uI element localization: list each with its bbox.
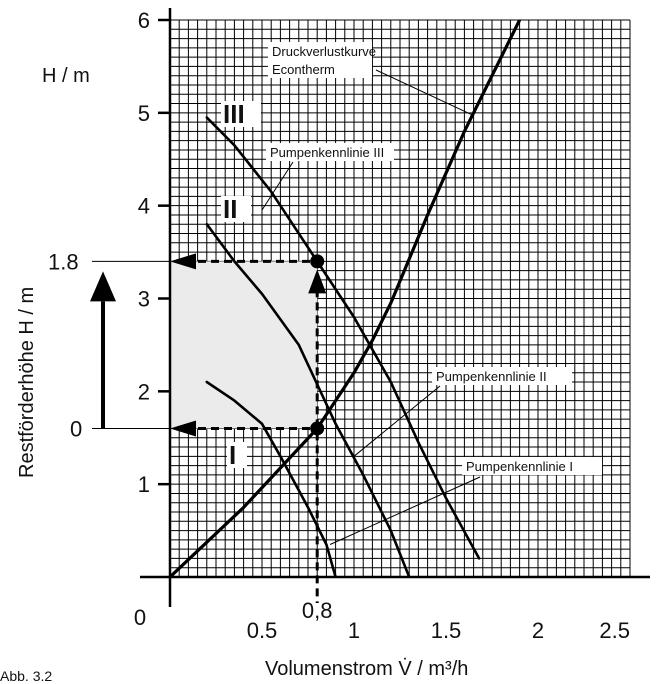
leader-pump-i — [329, 476, 481, 545]
annotation-pump-ii: Pumpenkennlinie II — [436, 369, 547, 384]
operating-point — [310, 421, 325, 436]
operating-point — [310, 254, 325, 269]
leader-pump-ii — [353, 385, 441, 457]
head-gain-arrow-head — [90, 271, 116, 302]
operating-flow-label: 0,8 — [302, 598, 333, 623]
arrow-head-left-lower — [170, 420, 196, 437]
annotation-background — [432, 367, 572, 385]
arrow-head-up — [308, 269, 327, 294]
y-tick-label: 5 — [138, 101, 150, 126]
annotation-background — [266, 143, 394, 161]
pump-curve-i — [205, 380, 337, 577]
curve-annotations: Druckverlustkurve Econtherm Pumpenkennlini… — [221, 42, 602, 545]
annotation-pressure-loss-line2: Econtherm — [272, 62, 335, 77]
annotation-pressure-loss-line1: Druckverlustkurve — [272, 44, 376, 59]
tick-labels: 1 2 3 4 5 6 0 0.5 1 1.5 2 2.5 0,8 — [134, 8, 630, 643]
y-tick-label: 2 — [138, 379, 150, 404]
annotation-background — [221, 101, 261, 127]
y-tick-label: 1 — [138, 472, 150, 497]
operating-level-label: 0 — [70, 416, 82, 441]
x-tick-label: 0 — [134, 605, 146, 630]
y-tick-label: 3 — [138, 287, 150, 312]
pressure-loss-curve — [170, 20, 522, 577]
annotation-background — [462, 457, 602, 475]
y-tick-label: 6 — [138, 8, 150, 33]
curve-label-roman: III — [223, 99, 245, 129]
x-tick-label: 2.5 — [599, 618, 630, 643]
annotation-pump-iii: Pumpenkennlinie III — [270, 145, 384, 160]
curve-label-roman: II — [223, 194, 237, 224]
curve-label-roman: I — [229, 440, 236, 470]
arrow-head-left-upper — [170, 253, 196, 270]
annotation-background — [268, 42, 372, 78]
operating-point-guides: 01.8 — [48, 249, 327, 603]
leader-pressure-loss — [375, 69, 472, 116]
leader-pump-iii — [261, 161, 294, 211]
chart-axes — [140, 8, 650, 607]
annotation-background — [221, 196, 251, 222]
y-axis-title: Restförderhöhe H / m — [16, 287, 38, 478]
y-unit-label: H / m — [42, 65, 90, 87]
operating-level-label: 1.8 — [48, 249, 79, 274]
x-tick-label: 1 — [348, 618, 360, 643]
x-tick-label: 1.5 — [431, 618, 462, 643]
x-axis-title: Volumenstrom V̇ / m³/h — [265, 658, 468, 680]
figure-caption: Abb. 3.2 — [0, 668, 52, 684]
pump-curve-iii — [205, 116, 481, 560]
x-tick-label: 0.5 — [247, 618, 278, 643]
pressure-gain-area — [170, 261, 318, 429]
annotation-pump-i: Pumpenkennlinie I — [466, 459, 573, 474]
x-tick-label: 2 — [532, 618, 544, 643]
y-tick-label: 4 — [138, 194, 150, 219]
annotation-background — [227, 442, 247, 468]
